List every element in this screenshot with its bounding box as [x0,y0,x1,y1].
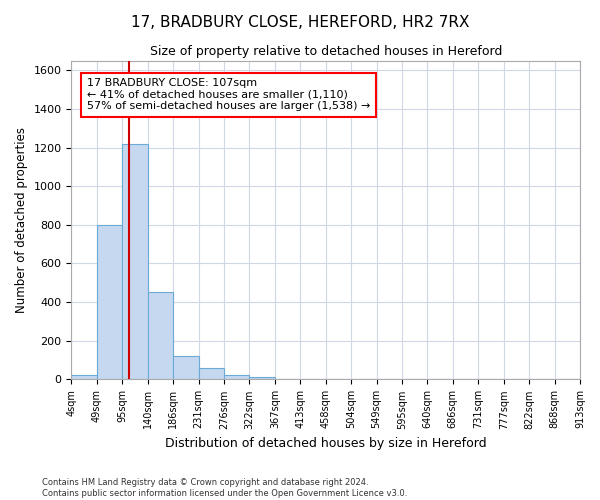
Bar [97,225,122,380]
Bar [71,374,97,380]
Bar [224,374,250,380]
Title: Size of property relative to detached houses in Hereford: Size of property relative to detached ho… [149,45,502,58]
Bar [199,368,224,380]
Bar [122,144,148,380]
Text: 17, BRADBURY CLOSE, HEREFORD, HR2 7RX: 17, BRADBURY CLOSE, HEREFORD, HR2 7RX [131,15,469,30]
Text: 17 BRADBURY CLOSE: 107sqm
← 41% of detached houses are smaller (1,110)
57% of se: 17 BRADBURY CLOSE: 107sqm ← 41% of detac… [86,78,370,112]
Bar [148,292,173,380]
Text: Contains HM Land Registry data © Crown copyright and database right 2024.
Contai: Contains HM Land Registry data © Crown c… [42,478,407,498]
Y-axis label: Number of detached properties: Number of detached properties [15,127,28,313]
Bar [173,356,199,380]
X-axis label: Distribution of detached houses by size in Hereford: Distribution of detached houses by size … [165,437,487,450]
Bar [250,376,275,380]
